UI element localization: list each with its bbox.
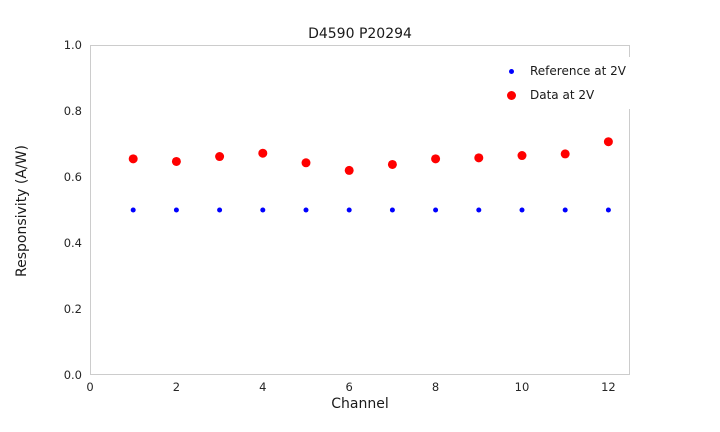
legend-label-reference: Reference at 2V	[530, 64, 626, 78]
legend-marker-cell	[498, 90, 524, 100]
data-point-data	[258, 148, 268, 158]
x-tick-label: 8	[432, 380, 439, 394]
data-point-data	[215, 152, 225, 162]
data-point-data	[128, 154, 138, 164]
data-point-reference	[476, 207, 482, 213]
legend-item-data: Data at 2V	[498, 83, 626, 107]
x-tick-label: 6	[346, 380, 353, 394]
data-point-data	[603, 137, 613, 147]
y-tick-label: 1.0	[64, 38, 82, 52]
data-point-reference	[303, 207, 309, 213]
legend-marker-cell	[498, 68, 524, 74]
reference-marker-icon	[508, 68, 514, 74]
x-tick-label: 2	[173, 380, 180, 394]
x-tick-label: 10	[515, 380, 530, 394]
y-tick-label: 0.8	[64, 104, 82, 118]
y-tick-label: 0.6	[64, 170, 82, 184]
data-marker-icon	[506, 90, 516, 100]
data-point-reference	[433, 207, 439, 213]
data-point-reference	[130, 207, 136, 213]
data-point-reference	[389, 207, 395, 213]
x-tick-label: 12	[601, 380, 616, 394]
data-point-data	[431, 154, 441, 164]
y-tick-label: 0.0	[64, 368, 82, 382]
data-point-reference	[562, 207, 568, 213]
data-point-reference	[346, 207, 352, 213]
x-tick-label: 0	[86, 380, 93, 394]
data-point-data	[301, 158, 311, 168]
data-point-reference	[217, 207, 223, 213]
legend-label-data: Data at 2V	[530, 88, 595, 102]
x-tick-label: 4	[259, 380, 266, 394]
data-point-reference	[605, 207, 611, 213]
y-tick-label: 0.2	[64, 302, 82, 316]
data-point-data	[517, 151, 527, 161]
legend-item-reference: Reference at 2V	[498, 59, 626, 83]
data-point-reference	[260, 207, 266, 213]
legend: Reference at 2V Data at 2V	[492, 57, 632, 109]
data-point-data	[387, 159, 397, 169]
data-point-data	[560, 149, 570, 159]
data-point-data	[171, 156, 181, 166]
data-point-reference	[519, 207, 525, 213]
chart-title: D4590 P20294	[308, 26, 412, 42]
data-point-data	[474, 153, 484, 163]
y-tick-label: 0.4	[64, 236, 82, 250]
data-point-data	[344, 165, 354, 175]
x-axis-label: Channel	[331, 396, 389, 412]
data-point-reference	[173, 207, 179, 213]
y-axis-label: Responsivity (A/W)	[14, 145, 30, 277]
